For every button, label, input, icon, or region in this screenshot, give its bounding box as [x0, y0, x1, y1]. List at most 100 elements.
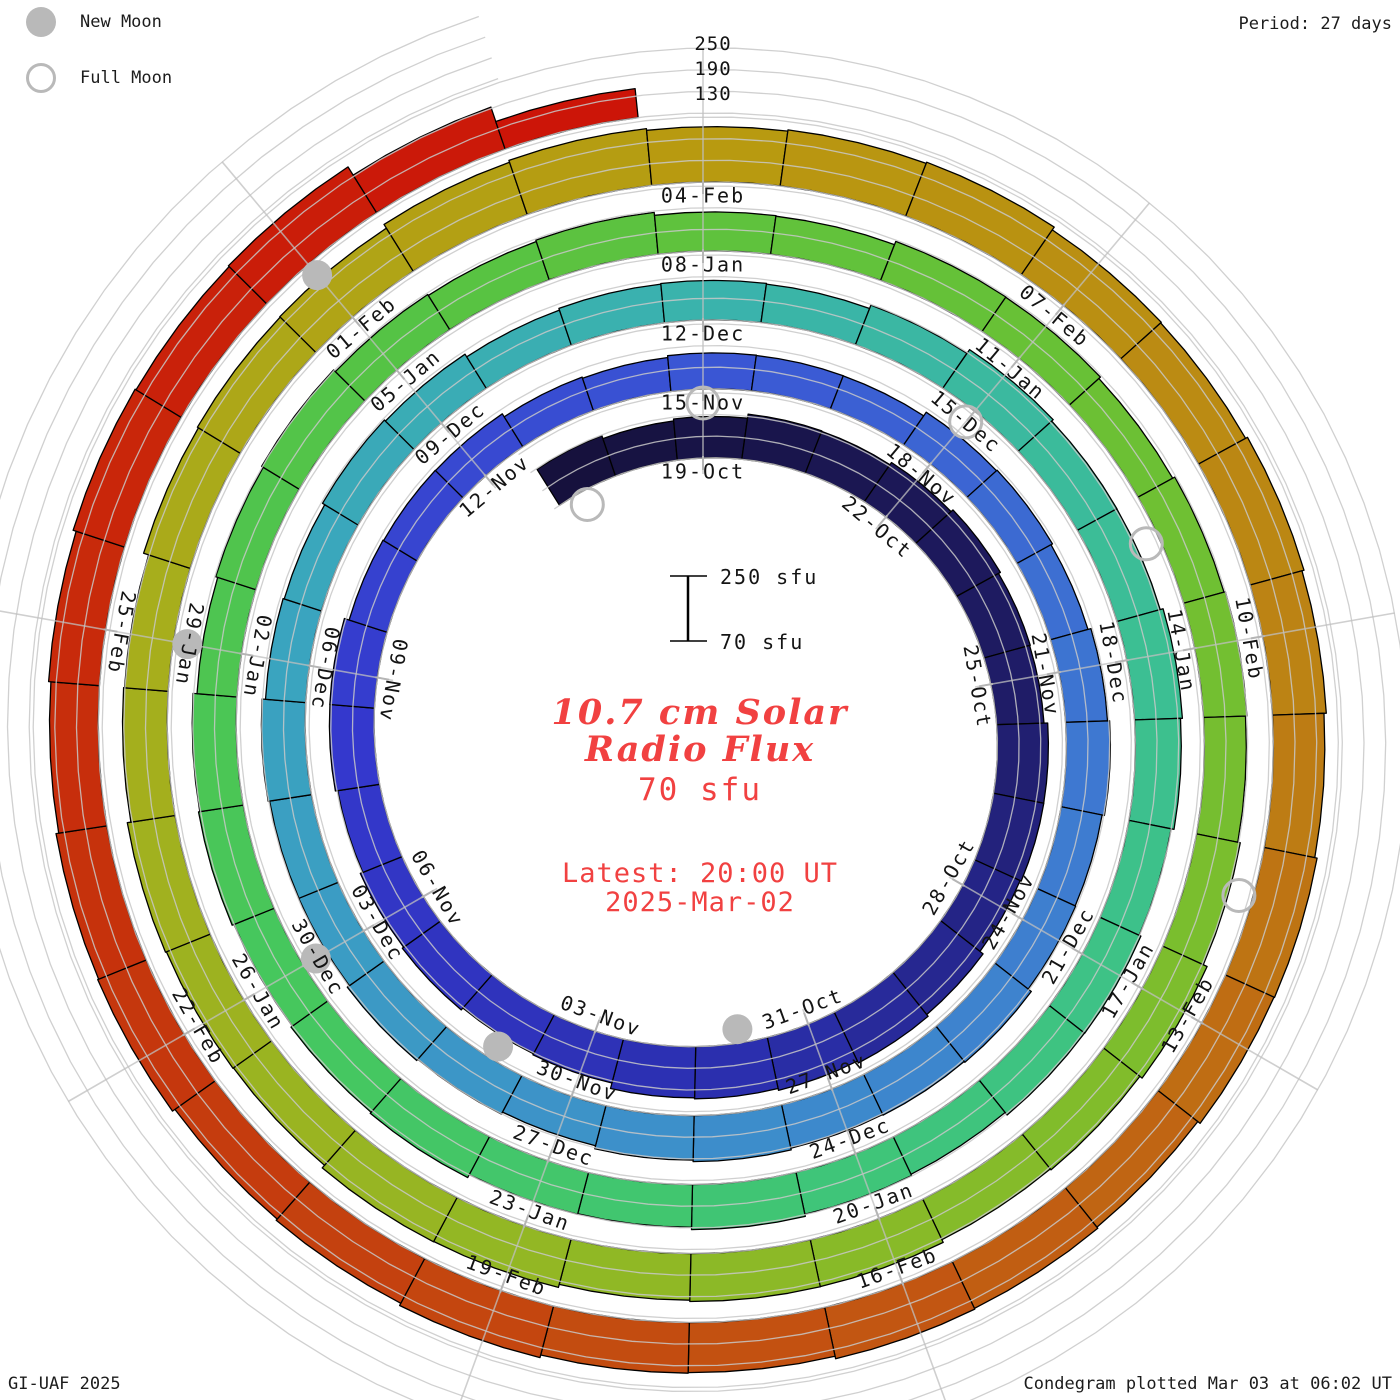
baseline-tick — [239, 652, 254, 657]
flux-bar-day — [666, 352, 758, 393]
flux-bar-day — [540, 1305, 690, 1374]
baseline-tick — [826, 1077, 834, 1092]
baseline-tick — [966, 409, 977, 422]
moon-legend: New Moon Full Moon — [26, 6, 172, 118]
new-moon-marker — [483, 1031, 514, 1062]
full-moon-icon — [26, 63, 56, 93]
baseline-tick — [873, 1207, 881, 1221]
chart-title-line1: 10.7 cm Solar — [551, 692, 849, 733]
current-flux-value: 70 sfu — [638, 772, 762, 808]
radial-tick-label-190: 190 — [694, 58, 731, 80]
new-moon-marker — [722, 1014, 753, 1045]
latest-time-label: Latest: 20:00 UT — [561, 858, 839, 889]
baseline-tick — [1131, 981, 1145, 991]
flux-bar-day — [692, 1104, 792, 1163]
chart-title-line2: Radio Flux — [584, 729, 816, 770]
new-moon-marker — [302, 260, 333, 291]
baseline-tick — [361, 924, 375, 933]
flux-bar-day — [191, 692, 244, 813]
baseline-tick — [241, 993, 255, 1002]
flux-bar-day — [653, 211, 777, 255]
flux-gridline-190sfu — [0, 36, 1387, 1400]
baseline-tick — [103, 628, 118, 633]
full-moon-marker — [685, 385, 721, 421]
credit-label: GI-UAF 2025 — [8, 1374, 121, 1394]
flux-gridline-130sfu — [6, 57, 1365, 1400]
radial-tick-label-130: 130 — [694, 83, 731, 105]
baseline-tick — [897, 1271, 905, 1286]
scalebar-min-label: 70 sfu — [720, 630, 804, 654]
flux-bar-day — [466, 309, 572, 389]
baseline-tick — [483, 473, 494, 486]
baseline-tick — [1010, 356, 1022, 369]
flux-gridline-250sfu — [0, 15, 1400, 1400]
baseline-ticks — [103, 180, 1265, 1293]
date-label: 19-Oct — [661, 460, 745, 484]
flux-bar-day — [558, 283, 666, 346]
baseline-tick — [803, 1012, 810, 1027]
new-moon-label: New Moon — [80, 12, 162, 32]
flux-bar-day — [854, 304, 968, 389]
latest-date-label: 2025-Mar-02 — [605, 887, 795, 918]
baseline-tick — [350, 315, 361, 328]
baseline-tick — [978, 682, 994, 688]
flux-bar-day — [427, 240, 550, 331]
flux-bar-day — [660, 279, 768, 324]
full-moon-marker — [1221, 878, 1257, 913]
plotted-timestamp-label: Condegram plotted Mar 03 at 06:02 UT — [1023, 1374, 1392, 1394]
baseline-tick — [394, 367, 406, 380]
baseline-tick — [546, 1149, 554, 1164]
center-scale-overlay: 250 sfu 70 sfu 250 190 130 — [670, 33, 818, 654]
baseline-tick — [421, 889, 435, 899]
flux-gridlines — [0, 15, 1400, 1400]
flux-bar-day — [581, 356, 672, 412]
baseline-tick — [181, 1027, 196, 1037]
new-moon-icon — [26, 7, 56, 37]
flux-bar-day — [1060, 720, 1112, 817]
baseline-tick — [307, 664, 322, 669]
date-label: 08-Jan — [661, 253, 745, 277]
date-label: 15-Nov — [661, 391, 745, 415]
scalebar-max-label: 250 sfu — [720, 565, 818, 589]
baseline-tick — [1054, 303, 1066, 316]
new-moon-marker — [300, 943, 331, 974]
flux-bar-day — [760, 283, 871, 346]
full-moon-marker — [948, 404, 984, 440]
full-moon-marker — [1128, 526, 1164, 562]
baseline-tick — [850, 1142, 858, 1157]
baseline-tick — [1250, 635, 1265, 640]
baseline-tick — [921, 461, 933, 474]
flux-bar-day — [283, 504, 359, 612]
flux-bar-day — [1162, 833, 1241, 966]
baseline-tick — [375, 676, 390, 681]
baseline-tick — [1046, 670, 1061, 676]
flux-bar-day — [645, 125, 789, 187]
baseline-tick — [499, 1279, 506, 1293]
baseline-tick — [593, 1019, 601, 1034]
baseline-tick — [951, 878, 966, 887]
full-moon-label: Full Moon — [80, 68, 173, 88]
baseline-tick — [1190, 1016, 1205, 1025]
flux-bar-day — [594, 1105, 695, 1161]
baseline-tick — [1071, 947, 1085, 956]
full-moon-marker — [569, 487, 605, 522]
baseline-tick — [1011, 912, 1025, 922]
baseline-tick — [439, 420, 450, 433]
flux-bar-day — [769, 215, 896, 282]
legend-row-full-moon: Full Moon — [26, 62, 172, 94]
baseline-tick — [522, 1214, 530, 1229]
legend-row-new-moon: New Moon — [26, 6, 172, 38]
baseline-tick — [877, 514, 889, 527]
baseline-tick — [1182, 646, 1197, 652]
baseline-tick — [1114, 658, 1129, 664]
moon-markers — [172, 260, 1257, 1062]
date-label: 12-Dec — [661, 322, 745, 346]
baseline-tick — [569, 1084, 577, 1099]
date-label: 04-Feb — [661, 184, 745, 208]
flux-gridline-70sfu — [28, 77, 1343, 1392]
period-label: Period: 27 days — [1238, 14, 1392, 34]
flux-bar-day — [260, 698, 313, 802]
radial-tick-label-250: 250 — [694, 33, 731, 55]
